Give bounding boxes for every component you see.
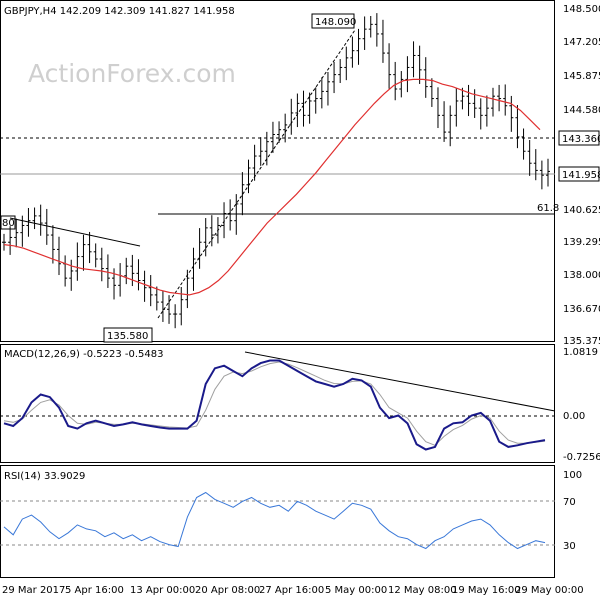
x-tick-label: 5 May 00:00 [325, 585, 387, 596]
macd-signal-line [3, 361, 546, 446]
y-tick-label: 147.205 [563, 37, 600, 48]
high-annotation-box [311, 13, 355, 29]
price-header: GBPJPY,H4 142.209 142.309 141.827 141.95… [4, 6, 235, 17]
x-tick-label: 29 Mar 2017 [2, 585, 65, 596]
price-panel-frame [0, 0, 555, 342]
left-tag-label: 80 [2, 218, 15, 229]
x-tick-label: 13 Apr 00:00 [130, 585, 195, 596]
y-tick-label: 136.670 [563, 304, 600, 315]
macd-header: MACD(12,26,9) -0.5223 -0.5483 [4, 349, 164, 360]
x-tick-label: 27 Apr 16:00 [259, 585, 324, 596]
current-price-label: 141.958 [562, 170, 600, 181]
macd-line [3, 359, 546, 451]
macd-panel-frame [0, 344, 555, 463]
macd-y-tick: -0.7256 [563, 452, 600, 463]
left-tag-box [0, 215, 16, 230]
x-tick-label: 12 May 08:00 [388, 585, 457, 596]
rsi-panel-frame [0, 465, 555, 578]
low-annotation-box [103, 327, 153, 343]
macd-y-tick: 0.00 [563, 411, 585, 422]
x-tick-label: 5 Apr 16:00 [65, 585, 124, 596]
fib-label: 61.8 [537, 203, 559, 214]
downtrend-line [9, 217, 141, 247]
x-axis: 29 Mar 2017 5 Apr 16:00 13 Apr 00:00 20 … [2, 585, 584, 596]
x-tick-label: 19 May 16:00 [452, 585, 521, 596]
rsi-line [3, 491, 546, 550]
y-tick-label: 144.580 [563, 105, 600, 116]
high-annotation: 148.090 [315, 17, 356, 28]
watermark: ActionForex.com [28, 59, 236, 88]
x-tick-label: 29 May 00:00 [515, 585, 584, 596]
price-y-axis: 148.500 147.205 145.875 144.580 140.625 … [563, 4, 600, 347]
rsi-y-tick: 30 [563, 541, 576, 552]
y-tick-label: 140.625 [563, 205, 600, 216]
y-tick-label: 145.875 [563, 71, 600, 82]
y-tick-label: 139.295 [563, 237, 600, 248]
macd-trendline [244, 351, 556, 412]
rsi-y-tick: 70 [563, 497, 576, 508]
current-price-box [558, 166, 600, 182]
rsi-y-tick: 100 [563, 470, 582, 481]
y-tick-label: 138.000 [563, 270, 600, 281]
x-tick-label: 20 Apr 08:00 [195, 585, 260, 596]
resistance-tag-box [558, 130, 600, 146]
y-tick-label: 148.500 [563, 4, 600, 15]
y-tick-label: 135.375 [563, 336, 600, 347]
rsi-header: RSI(14) 33.9029 [4, 471, 85, 482]
low-annotation: 135.580 [107, 331, 148, 342]
resistance-tag-label: 143.360 [562, 134, 600, 145]
moving-average-line [3, 78, 541, 296]
price-series [2, 13, 550, 329]
macd-y-tick: 1.0819 [563, 347, 598, 358]
